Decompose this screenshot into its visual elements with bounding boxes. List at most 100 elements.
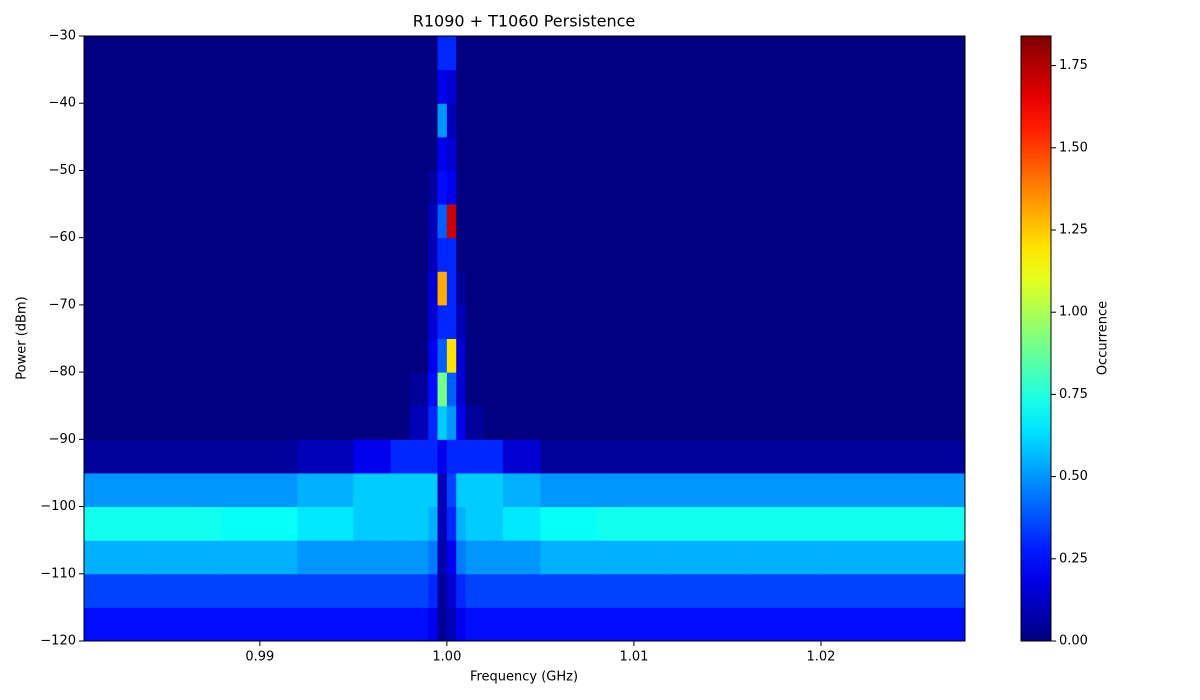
heatmap-cell — [820, 136, 897, 171]
heatmap-cell — [746, 439, 822, 474]
heatmap-cell — [297, 271, 354, 306]
colorbar-tick-label: 1.75 — [1059, 58, 1088, 73]
heatmap-cell — [446, 372, 457, 407]
heatmap-cell — [409, 472, 429, 508]
heatmap-cell — [671, 304, 747, 339]
heatmap-cell — [671, 506, 747, 541]
colorbar-tick-label: 0.50 — [1059, 469, 1088, 484]
heatmap-cell — [409, 573, 429, 608]
heatmap-cell — [895, 607, 966, 642]
heatmap-cell — [222, 271, 298, 306]
heatmap-cell — [409, 237, 429, 272]
heatmap-cell — [484, 338, 504, 373]
heatmap-cell — [502, 36, 541, 71]
heatmap-cell — [428, 372, 439, 407]
heatmap-cell — [465, 338, 485, 373]
heatmap-cell — [222, 607, 298, 642]
heatmap-cell — [437, 170, 448, 205]
heatmap-cell — [502, 136, 541, 171]
heatmap-cell — [484, 573, 504, 608]
heatmap-cell — [596, 338, 672, 373]
heatmap-cell — [820, 170, 897, 205]
heatmap-cell — [437, 237, 448, 272]
heatmap-cell — [746, 36, 822, 71]
heatmap-cell — [147, 69, 223, 104]
heatmap-cell — [297, 439, 354, 474]
heatmap-cell — [297, 338, 354, 373]
heatmap-cell — [297, 136, 354, 171]
heatmap-cell — [502, 506, 541, 541]
heatmap-cell — [456, 170, 467, 205]
heatmap-cell — [84, 540, 149, 575]
heatmap-cell — [895, 338, 966, 373]
heatmap-cell — [895, 540, 966, 575]
y-tick-label: −30 — [49, 29, 76, 44]
heatmap-cell — [222, 136, 298, 171]
heatmap-cell — [297, 506, 354, 541]
heatmap-cell — [596, 472, 672, 508]
heatmap-cell — [540, 372, 598, 407]
heatmap-cell — [222, 36, 298, 71]
heatmap-cell — [456, 36, 467, 71]
heatmap-cell — [502, 204, 541, 239]
heatmap-cell — [390, 271, 410, 306]
heatmap-cell — [446, 338, 457, 373]
y-tick-label: −40 — [49, 96, 76, 111]
heatmap-cell — [820, 271, 897, 306]
heatmap-cell — [465, 136, 485, 171]
heatmap-cell — [746, 304, 822, 339]
heatmap-cell — [390, 607, 410, 642]
heatmap-cell — [596, 204, 672, 239]
heatmap-cell — [84, 170, 149, 205]
y-tick-label: −50 — [49, 163, 76, 178]
heatmap-cell — [390, 506, 410, 541]
heatmap-cell — [456, 136, 467, 171]
heatmap-cell — [147, 271, 223, 306]
heatmap-cell — [895, 304, 966, 339]
heatmap-cell — [428, 439, 439, 474]
heatmap-cell — [353, 69, 392, 104]
colorbar-tick-label: 0.25 — [1059, 551, 1088, 566]
heatmap-cell — [84, 506, 149, 541]
heatmap-cell — [446, 36, 457, 71]
heatmap-cell — [484, 271, 504, 306]
heatmap-cell — [671, 36, 747, 71]
heatmap-cell — [820, 506, 897, 541]
heatmap-cell — [390, 372, 410, 407]
heatmap-cell — [446, 439, 457, 474]
heatmap-cell — [437, 405, 448, 440]
heatmap-cell — [428, 36, 439, 71]
heatmap-cell — [147, 573, 223, 608]
heatmap-cell — [437, 338, 448, 373]
heatmap-cell — [437, 304, 448, 339]
heatmap-cell — [353, 439, 392, 474]
heatmap-cell — [437, 36, 448, 71]
heatmap-cell — [222, 540, 298, 575]
heatmap-cell — [820, 204, 897, 239]
heatmap-cell — [671, 103, 747, 138]
heatmap-cell — [446, 506, 457, 541]
heatmap-cell — [84, 237, 149, 272]
heatmap-cell — [390, 304, 410, 339]
heatmap-cell — [390, 338, 410, 373]
heatmap-cell — [437, 204, 448, 239]
heatmap-cell — [147, 372, 223, 407]
heatmap-cell — [820, 237, 897, 272]
heatmap-cell — [895, 573, 966, 608]
heatmap-cell — [409, 204, 429, 239]
heatmap-cell — [484, 506, 504, 541]
heatmap-cell — [895, 136, 966, 171]
heatmap-cell — [456, 103, 467, 138]
heatmap-cell — [502, 271, 541, 306]
heatmap-cell — [147, 540, 223, 575]
heatmap-cell — [540, 506, 598, 541]
heatmap-cell — [671, 271, 747, 306]
colorbar-tick-label: 1.00 — [1059, 305, 1088, 320]
heatmap-cell — [746, 405, 822, 440]
heatmap-cell — [820, 472, 897, 508]
heatmap-cell — [297, 540, 354, 575]
heatmap-cell — [596, 69, 672, 104]
heatmap-cell — [502, 607, 541, 642]
heatmap-cell — [446, 136, 457, 171]
heatmap-cell — [297, 607, 354, 642]
